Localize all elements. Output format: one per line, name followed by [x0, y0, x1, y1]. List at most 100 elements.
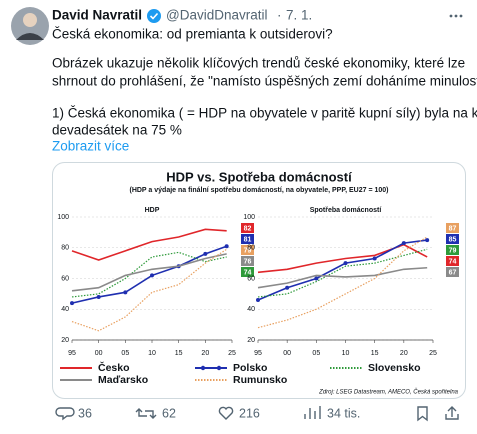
y-tick-label: 100 — [243, 214, 255, 221]
end-value-box — [446, 234, 459, 244]
legend-label: Polsko — [233, 362, 267, 374]
x-tick-label: 05 — [312, 350, 320, 357]
x-tick-label: 10 — [148, 350, 156, 357]
series-line — [257, 236, 428, 329]
verified-badge — [147, 9, 161, 23]
x-tick-label: 95 — [254, 350, 262, 357]
reply-icon[interactable] — [55, 407, 75, 421]
series-point — [203, 251, 208, 256]
end-value-label: 87 — [449, 225, 457, 232]
series-point — [123, 290, 128, 295]
share-icon[interactable] — [445, 406, 459, 420]
legend-label: Slovensko — [368, 362, 421, 374]
series-point — [372, 256, 377, 261]
date[interactable]: 7. 1. — [286, 8, 312, 23]
end-value-box — [241, 245, 254, 255]
end-value-label: 76 — [244, 258, 252, 265]
views-icon[interactable] — [304, 406, 321, 419]
check — [149, 12, 159, 20]
legend-label: Rumunsko — [233, 374, 287, 386]
series-point — [150, 273, 154, 278]
bookmark-icon[interactable] — [417, 406, 428, 422]
series-line — [71, 253, 227, 292]
x-tick-label: 20 — [201, 350, 209, 357]
post-text: Obrázek ukazuje několik klíčových trendů… — [52, 56, 465, 71]
x-tick-label: 15 — [175, 350, 183, 357]
series-point — [425, 238, 430, 243]
x-tick-label: 25 — [429, 350, 437, 357]
handle[interactable]: @DavidDnavratil — [166, 8, 268, 23]
media-card[interactable] — [52, 162, 466, 399]
series-point — [70, 301, 74, 306]
end-value-label: 79 — [449, 247, 457, 254]
series-line — [71, 248, 227, 332]
y-tick-label: 80 — [247, 245, 255, 252]
series-line — [71, 228, 227, 261]
end-value-box — [241, 223, 254, 233]
end-value-label: 82 — [244, 225, 252, 232]
author[interactable]: David Navratil — [52, 8, 142, 23]
series-line — [257, 266, 428, 289]
end-value-label: 74 — [449, 258, 457, 265]
x-tick-label: 25 — [228, 350, 236, 357]
series-point — [285, 285, 290, 290]
legend-dot — [200, 365, 206, 371]
legend-dot — [216, 365, 222, 371]
repost-count: 62 — [162, 406, 176, 420]
x-tick-label: 95 — [68, 350, 76, 357]
post-text: 1) Česká ekonomika ( = HDP na obyvatele … — [52, 106, 477, 121]
y-tick-label: 60 — [247, 275, 255, 282]
y-tick-label: 80 — [61, 245, 69, 252]
x-tick-label: 15 — [371, 350, 379, 357]
series-point — [224, 244, 229, 249]
end-value-label: 67 — [449, 269, 457, 276]
y-tick-label: 20 — [61, 337, 69, 344]
y-tick-label: 40 — [61, 306, 69, 313]
series-point — [314, 276, 319, 281]
chart-title: HDP vs. Spotřeba domácností — [166, 169, 352, 184]
repost-icon[interactable] — [135, 408, 157, 419]
y-tick-label: 60 — [61, 275, 69, 282]
reply-count: 36 — [78, 406, 92, 420]
legend-label: Česko — [98, 361, 130, 374]
chart-subtitle: (HDP a výdaje na finální spotřebu domácn… — [129, 187, 388, 194]
y-tick-label: 40 — [247, 306, 255, 313]
x-tick-label: 00 — [95, 350, 103, 357]
end-value-label: 79 — [244, 247, 252, 254]
post-text: shrnout do prohlášení, že "namísto úspěš… — [52, 74, 477, 89]
view-count: 34 tis. — [327, 406, 360, 420]
end-value-box — [446, 223, 459, 233]
series-line — [71, 251, 227, 298]
avatar-body — [16, 33, 44, 40]
more-menu[interactable] — [449, 14, 463, 18]
legend-label: Maďarsko — [98, 374, 148, 386]
y-tick-label: 100 — [57, 214, 69, 221]
chart-source: Zdroj: LSEG Datastream, AMECO, Česká spo… — [318, 389, 458, 396]
end-value-label: 81 — [244, 236, 252, 243]
end-value-box — [241, 234, 254, 244]
end-value-label: 74 — [244, 269, 252, 276]
end-value-box — [241, 267, 254, 277]
end-value-box — [446, 245, 459, 255]
post-text: Česká ekonomika: od premianta k outsider… — [52, 27, 333, 42]
y-tick-label: 20 — [247, 337, 255, 344]
separator: · — [277, 8, 282, 23]
avatar-face — [23, 13, 37, 27]
end-value-label: 85 — [449, 236, 457, 243]
x-tick-label: 05 — [121, 350, 129, 357]
end-value-box — [446, 267, 459, 277]
like-icon[interactable] — [218, 406, 234, 420]
series-line — [257, 248, 428, 298]
show-more[interactable]: Zobrazit více — [52, 139, 129, 154]
icons — [55, 406, 459, 422]
series-point — [401, 241, 406, 246]
series-point — [96, 294, 101, 299]
panel-title: Spotřeba domácností — [310, 207, 383, 214]
series-point — [256, 298, 260, 303]
post-text: devadesátek na 75 % — [52, 123, 182, 138]
end-value-box — [241, 256, 254, 266]
x-tick-label: 20 — [400, 350, 408, 357]
like-count: 216 — [239, 406, 260, 420]
end-value-box — [446, 256, 459, 266]
